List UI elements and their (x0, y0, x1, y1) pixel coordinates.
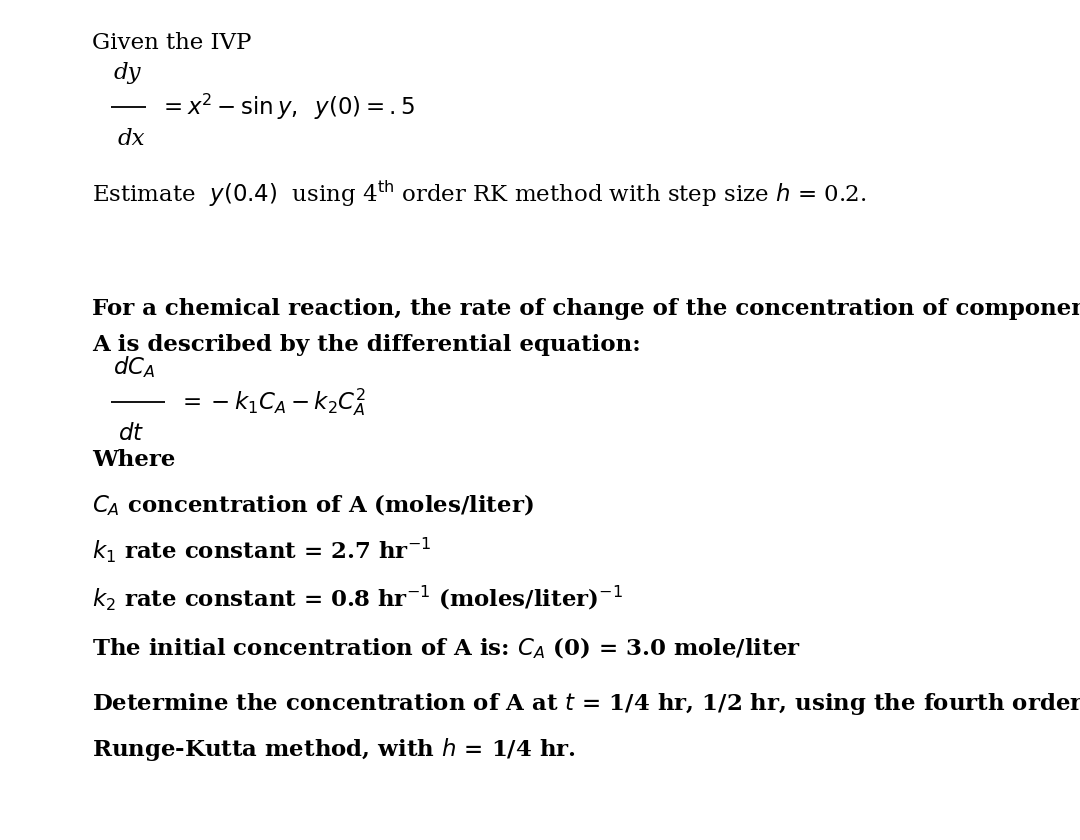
Text: dy: dy (113, 62, 140, 84)
Text: $= x^2 - \sin y, \;\; y(0) = .5$: $= x^2 - \sin y, \;\; y(0) = .5$ (159, 92, 415, 122)
Text: $k_1$ rate constant = 2.7 hr$^{-1}$: $k_1$ rate constant = 2.7 hr$^{-1}$ (92, 536, 431, 564)
Text: A is described by the differential equation:: A is described by the differential equat… (92, 334, 640, 356)
Text: The initial concentration of A is: $C_A$ (0) = 3.0 mole/liter: The initial concentration of A is: $C_A$… (92, 635, 800, 661)
Text: Runge-Kutta method, with $h$ = 1/4 hr.: Runge-Kutta method, with $h$ = 1/4 hr. (92, 736, 576, 763)
Text: For a chemical reaction, the rate of change of the concentration of component: For a chemical reaction, the rate of cha… (92, 298, 1080, 320)
Text: $= -k_1C_A - k_2C_A^2$: $= -k_1C_A - k_2C_A^2$ (178, 386, 366, 418)
Text: $C_A$ concentration of A (moles/liter): $C_A$ concentration of A (moles/liter) (92, 492, 534, 518)
Text: Where: Where (92, 449, 175, 471)
Text: Estimate  $y(0.4)$  using 4$^{\mathrm{th}}$ order RK method with step size $h$ =: Estimate $y(0.4)$ using 4$^{\mathrm{th}}… (92, 178, 866, 208)
Text: $dC_A$: $dC_A$ (113, 354, 156, 380)
Text: $dt$: $dt$ (118, 423, 144, 445)
Text: Determine the concentration of A at $t$ = 1/4 hr, 1/2 hr, using the fourth order: Determine the concentration of A at $t$ … (92, 690, 1080, 717)
Text: $k_2$ rate constant = 0.8 hr$^{-1}$ (moles/liter)$^{-1}$: $k_2$ rate constant = 0.8 hr$^{-1}$ (mol… (92, 584, 623, 612)
Text: dx: dx (118, 128, 145, 150)
Text: Given the IVP: Given the IVP (92, 32, 252, 54)
